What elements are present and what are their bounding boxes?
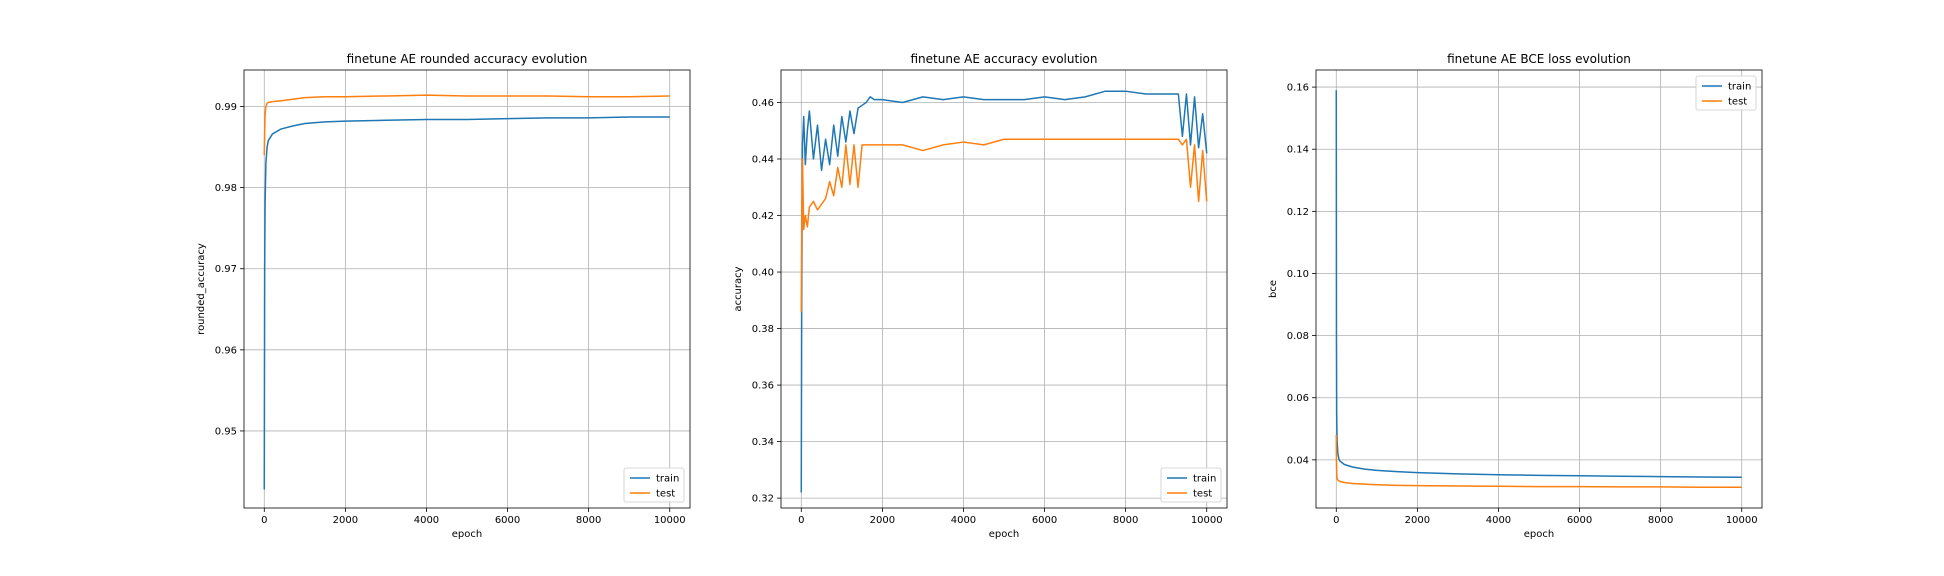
series-line-test [263, 94, 670, 156]
x-tick-label: 8000 [1113, 515, 1138, 526]
legend-label-test: test [1728, 97, 1747, 108]
legend-label-test: test [656, 489, 675, 500]
chart-3: 0 2000 4000 6000 8000 10000 0.04 0.06 0.08 0.10 0.… [1268, 52, 1763, 540]
y-tick-label: 0.99 [215, 102, 237, 113]
series-line-train [800, 90, 1208, 493]
y-tick-label: 0.44 [752, 155, 774, 166]
chart-title: finetune AE rounded accuracy evolution [347, 52, 588, 66]
chart-2: 0 2000 4000 6000 8000 10000 0.32 0.34 0.36 0.38 0.… [733, 52, 1228, 540]
y-axis-label: accuracy [733, 266, 744, 311]
axes-frame [780, 69, 1228, 509]
y-tick-label: 0.06 [1287, 393, 1309, 404]
y-tick-label: 0.16 [1287, 83, 1309, 94]
legend-label-train: train [1193, 474, 1216, 485]
axes-frame [1315, 69, 1763, 509]
x-tick-label: 8000 [1648, 515, 1673, 526]
y-axis-label: rounded_accuracy [196, 243, 207, 335]
x-tick-label: 10000 [1726, 515, 1758, 526]
series-line-train [1335, 90, 1742, 478]
series-line-test [800, 138, 1208, 312]
x-tick-label: 10000 [1191, 515, 1223, 526]
y-tick-label: 0.08 [1287, 331, 1309, 342]
y-tick-label: 0.14 [1287, 145, 1309, 156]
series-line-train [263, 116, 670, 490]
y-tick-label: 0.42 [752, 211, 774, 222]
y-tick-label: 0.04 [1287, 455, 1309, 466]
x-tick-label: 10000 [654, 515, 686, 526]
y-tick-label: 0.12 [1287, 207, 1309, 218]
legend-label-train: train [656, 474, 679, 485]
y-tick-label: 0.36 [752, 381, 774, 392]
x-tick-label: 4000 [1486, 515, 1511, 526]
x-tick-label: 0 [798, 515, 804, 526]
y-axis-label: bce [1268, 280, 1279, 298]
y-tick-label: 0.38 [752, 324, 774, 335]
y-tick-label: 0.34 [752, 437, 774, 448]
x-axis-label: epoch [1524, 529, 1554, 540]
y-tick-label: 0.96 [215, 345, 237, 356]
x-tick-label: 0 [261, 515, 267, 526]
y-tick-label: 0.32 [752, 494, 774, 505]
y-tick-label: 0.10 [1287, 269, 1309, 280]
axes-frame [243, 69, 691, 509]
x-tick-label: 2000 [333, 515, 358, 526]
y-tick-label: 0.40 [752, 268, 774, 279]
legend: train test [1160, 467, 1222, 503]
legend: train test [623, 467, 685, 503]
legend-label-test: test [1193, 489, 1212, 500]
chart-title: finetune AE BCE loss evolution [1447, 52, 1631, 66]
y-tick-label: 0.98 [215, 183, 237, 194]
y-tick-label: 0.95 [215, 426, 237, 437]
y-tick-label: 0.46 [752, 98, 774, 109]
x-tick-label: 6000 [495, 515, 520, 526]
x-tick-label: 2000 [870, 515, 895, 526]
x-tick-label: 8000 [576, 515, 601, 526]
x-tick-label: 4000 [414, 515, 439, 526]
chart-1: 0 2000 4000 6000 8000 10000 0.95 0.96 0.97 0.98 0.… [196, 52, 691, 540]
legend: train test [1695, 75, 1757, 111]
series-line-test [1335, 434, 1742, 488]
chart-title: finetune AE accuracy evolution [911, 52, 1098, 66]
legend-label-train: train [1728, 82, 1751, 93]
x-tick-label: 2000 [1405, 515, 1430, 526]
x-tick-label: 6000 [1567, 515, 1592, 526]
y-tick-label: 0.97 [215, 264, 237, 275]
x-tick-label: 4000 [951, 515, 976, 526]
x-tick-label: 6000 [1032, 515, 1057, 526]
x-tick-label: 0 [1333, 515, 1339, 526]
x-axis-label: epoch [452, 529, 482, 540]
x-axis-label: epoch [989, 529, 1019, 540]
